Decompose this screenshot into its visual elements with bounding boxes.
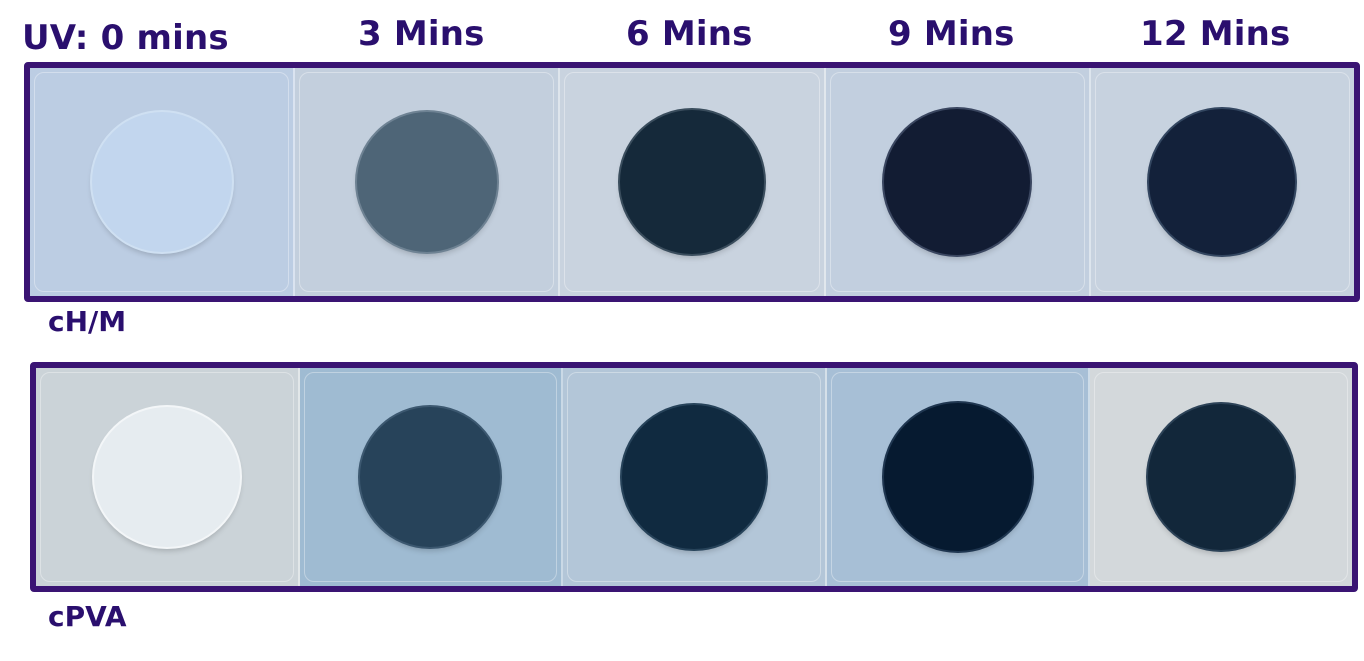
row-label-cpva: cPVA bbox=[48, 600, 127, 633]
sample-tile bbox=[1090, 368, 1352, 586]
column-label-9-mins: 9 Mins bbox=[888, 14, 1015, 54]
column-label-0-mins: UV: 0 mins bbox=[22, 18, 229, 58]
sample-disc bbox=[91, 112, 232, 252]
column-label-12-mins: 12 Mins bbox=[1140, 14, 1291, 54]
sample-tile bbox=[1090, 68, 1354, 296]
sample-disc bbox=[1149, 109, 1296, 255]
sample-disc bbox=[1148, 404, 1295, 550]
sample-disc bbox=[93, 407, 240, 547]
sample-tile bbox=[825, 68, 1091, 296]
column-label-3-mins: 3 Mins bbox=[358, 14, 485, 54]
sample-tile bbox=[560, 68, 826, 296]
column-label-6-mins: 6 Mins bbox=[626, 14, 753, 54]
sample-panel-cpva bbox=[30, 362, 1358, 592]
row-label-chm: cH/M bbox=[48, 305, 127, 338]
sample-tile bbox=[30, 68, 296, 296]
sample-disc bbox=[620, 110, 764, 254]
sample-panel-chm bbox=[24, 62, 1360, 302]
sample-disc bbox=[360, 407, 501, 547]
sample-disc bbox=[883, 403, 1032, 551]
sample-tile bbox=[36, 368, 300, 586]
sample-disc bbox=[621, 405, 766, 549]
sample-disc bbox=[356, 112, 497, 252]
sample-disc bbox=[884, 109, 1031, 255]
sample-tile bbox=[299, 368, 564, 586]
sample-tile bbox=[563, 368, 827, 586]
sample-tile bbox=[295, 68, 561, 296]
sample-tile bbox=[826, 368, 1091, 586]
